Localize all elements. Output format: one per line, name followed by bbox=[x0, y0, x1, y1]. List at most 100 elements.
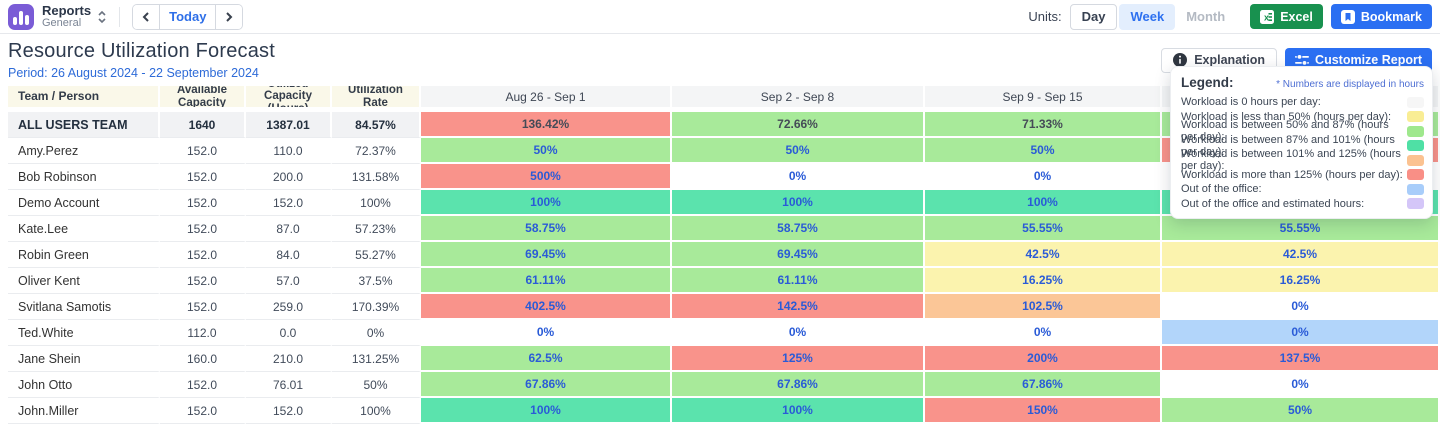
utilization-cell[interactable]: 16.25% bbox=[925, 268, 1162, 294]
utilization-cell[interactable]: 0% bbox=[925, 320, 1162, 346]
today-button[interactable]: Today bbox=[159, 4, 216, 29]
report-selector[interactable]: Reports General bbox=[42, 4, 91, 29]
legend-item-label: Workload is between 101% and 125% (hours… bbox=[1181, 148, 1401, 173]
utilization-cell[interactable]: 137.5% bbox=[1162, 346, 1440, 372]
person-name: Robin Green bbox=[8, 242, 160, 268]
person-name: John.Miller bbox=[8, 398, 160, 424]
utilization-cell[interactable]: 50% bbox=[672, 138, 925, 164]
utilization-cell[interactable]: 0% bbox=[925, 164, 1162, 190]
utilization-cell[interactable]: 142.5% bbox=[672, 294, 925, 320]
utilized-capacity-value: 210.0 bbox=[246, 346, 332, 372]
customize-report-label: Customize Report bbox=[1315, 53, 1422, 67]
utilization-cell[interactable]: 100% bbox=[672, 398, 925, 424]
sliders-icon bbox=[1295, 54, 1310, 66]
week-column-header: Sep 2 - Sep 8 bbox=[672, 86, 925, 109]
utilization-cell[interactable]: 69.45% bbox=[672, 242, 925, 268]
legend-color-swatch bbox=[1407, 125, 1424, 137]
units-segmented-control: Day Week Month bbox=[1069, 3, 1237, 30]
utilization-cell[interactable]: 67.86% bbox=[421, 372, 672, 398]
info-icon bbox=[1173, 53, 1188, 67]
utilization-cell[interactable]: 61.11% bbox=[421, 268, 672, 294]
utilization-rate-value: 50% bbox=[332, 372, 421, 398]
utilization-cell[interactable]: 42.5% bbox=[1162, 242, 1440, 268]
excel-export-button[interactable]: x Excel bbox=[1250, 4, 1323, 29]
utilization-cell[interactable]: 0% bbox=[1162, 372, 1440, 398]
available-capacity-value: 152.0 bbox=[160, 372, 246, 398]
available-capacity-value: 152.0 bbox=[160, 398, 246, 424]
legend-item: Workload is between 101% and 125% (hours… bbox=[1181, 148, 1424, 172]
legend-color-swatch bbox=[1407, 169, 1424, 181]
utilization-cell[interactable]: 67.86% bbox=[925, 372, 1162, 398]
utilization-cell[interactable]: 0% bbox=[1162, 294, 1440, 320]
legend-item-label: Workload is less than 50% (hours per day… bbox=[1181, 110, 1392, 123]
column-header: Utilized Capacity (Hours) bbox=[246, 86, 332, 109]
utilization-cell[interactable]: 0% bbox=[421, 320, 672, 346]
person-name: Bob Robinson bbox=[8, 164, 160, 190]
available-capacity-value: 160.0 bbox=[160, 346, 246, 372]
person-name: Amy.Perez bbox=[8, 138, 160, 164]
chevron-up-down-icon[interactable] bbox=[97, 10, 107, 24]
utilization-rate-value: 72.37% bbox=[332, 138, 421, 164]
utilization-cell[interactable]: 100% bbox=[672, 190, 925, 216]
legend-title: Legend: bbox=[1181, 75, 1234, 90]
utilization-cell[interactable]: 16.25% bbox=[1162, 268, 1440, 294]
utilization-cell[interactable]: 402.5% bbox=[421, 294, 672, 320]
excel-button-label: Excel bbox=[1280, 9, 1313, 24]
utilization-cell[interactable]: 55.55% bbox=[1162, 216, 1440, 242]
available-capacity-value: 152.0 bbox=[160, 138, 246, 164]
column-header: Team / Person bbox=[8, 86, 160, 109]
utilization-cell[interactable]: 100% bbox=[925, 190, 1162, 216]
report-selector-title: Reports bbox=[42, 2, 92, 18]
next-period-button[interactable] bbox=[215, 4, 243, 29]
utilization-cell[interactable]: 102.5% bbox=[925, 294, 1162, 320]
utilization-cell[interactable]: 42.5% bbox=[925, 242, 1162, 268]
person-name: Jane Shein bbox=[8, 346, 160, 372]
available-capacity-value: 1640 bbox=[160, 112, 246, 138]
utilization-rate-value: 0% bbox=[332, 320, 421, 346]
utilization-cell[interactable]: 62.5% bbox=[421, 346, 672, 372]
legend-color-swatch bbox=[1407, 154, 1424, 166]
utilization-cell[interactable]: 58.75% bbox=[421, 216, 672, 242]
units-option-week[interactable]: Week bbox=[1119, 3, 1176, 30]
title-row: Resource Utilization Forecast Period: 26… bbox=[0, 34, 1440, 86]
reports-app-icon bbox=[8, 3, 34, 30]
utilization-cell[interactable]: 58.75% bbox=[672, 216, 925, 242]
utilization-cell[interactable]: 69.45% bbox=[421, 242, 672, 268]
bookmark-icon bbox=[1340, 9, 1355, 24]
page-title: Resource Utilization Forecast bbox=[8, 40, 276, 62]
utilized-capacity-value: 259.0 bbox=[246, 294, 332, 320]
utilized-capacity-value: 57.0 bbox=[246, 268, 332, 294]
available-capacity-value: 152.0 bbox=[160, 216, 246, 242]
utilization-cell[interactable]: 0% bbox=[1162, 320, 1440, 346]
utilization-cell[interactable]: 0% bbox=[672, 164, 925, 190]
bookmark-button[interactable]: Bookmark bbox=[1330, 4, 1432, 29]
utilized-capacity-value: 1387.01 bbox=[246, 112, 332, 138]
legend-color-swatch bbox=[1407, 198, 1424, 210]
available-capacity-value: 152.0 bbox=[160, 164, 246, 190]
utilization-cell[interactable]: 200% bbox=[925, 346, 1162, 372]
utilization-cell[interactable]: 100% bbox=[421, 190, 672, 216]
units-option-month[interactable]: Month bbox=[1186, 9, 1226, 24]
prev-period-button[interactable] bbox=[133, 4, 160, 29]
utilization-cell[interactable]: 0% bbox=[672, 320, 925, 346]
utilized-capacity-value: 152.0 bbox=[246, 398, 332, 424]
svg-text:x: x bbox=[1264, 12, 1269, 22]
week-column-header: Aug 26 - Sep 1 bbox=[421, 86, 672, 109]
utilization-cell[interactable]: 61.11% bbox=[672, 268, 925, 294]
utilization-cell[interactable]: 55.55% bbox=[925, 216, 1162, 242]
utilization-cell[interactable]: 50% bbox=[421, 138, 672, 164]
utilization-cell[interactable]: 125% bbox=[672, 346, 925, 372]
legend-item: Workload is less than 50% (hours per day… bbox=[1181, 110, 1424, 125]
utilization-cell[interactable]: 67.86% bbox=[672, 372, 925, 398]
chevron-left-icon bbox=[142, 11, 149, 22]
utilized-capacity-value: 200.0 bbox=[246, 164, 332, 190]
utilization-cell[interactable]: 50% bbox=[1162, 398, 1440, 424]
utilization-cell[interactable]: 150% bbox=[925, 398, 1162, 424]
utilization-rate-value: 100% bbox=[332, 190, 421, 216]
utilization-cell[interactable]: 500% bbox=[421, 164, 672, 190]
available-capacity-value: 152.0 bbox=[160, 190, 246, 216]
utilization-cell[interactable]: 50% bbox=[925, 138, 1162, 164]
utilization-cell: 71.33% bbox=[925, 112, 1162, 138]
units-option-day[interactable]: Day bbox=[1069, 3, 1118, 30]
utilization-cell[interactable]: 100% bbox=[421, 398, 672, 424]
